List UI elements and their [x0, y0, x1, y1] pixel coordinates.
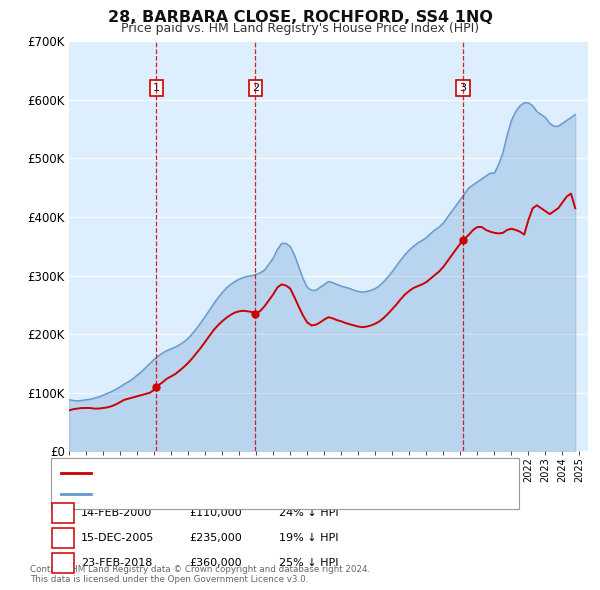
Text: 1: 1 [59, 509, 67, 518]
Text: £235,000: £235,000 [189, 533, 242, 543]
Text: 3: 3 [460, 83, 466, 93]
Text: HPI: Average price, detached house, Rochford: HPI: Average price, detached house, Roch… [97, 489, 337, 499]
Text: 28, BARBARA CLOSE, ROCHFORD, SS4 1NQ: 28, BARBARA CLOSE, ROCHFORD, SS4 1NQ [107, 10, 493, 25]
Text: £110,000: £110,000 [189, 509, 242, 518]
Text: 24% ↓ HPI: 24% ↓ HPI [279, 509, 338, 518]
Text: £360,000: £360,000 [189, 558, 242, 568]
Text: 15-DEC-2005: 15-DEC-2005 [81, 533, 154, 543]
Text: Price paid vs. HM Land Registry's House Price Index (HPI): Price paid vs. HM Land Registry's House … [121, 22, 479, 35]
Text: 25% ↓ HPI: 25% ↓ HPI [279, 558, 338, 568]
Text: 3: 3 [59, 558, 67, 568]
Text: 2: 2 [252, 83, 259, 93]
Text: 14-FEB-2000: 14-FEB-2000 [81, 509, 152, 518]
Text: 23-FEB-2018: 23-FEB-2018 [81, 558, 152, 568]
Text: 19% ↓ HPI: 19% ↓ HPI [279, 533, 338, 543]
Text: Contains HM Land Registry data © Crown copyright and database right 2024.
This d: Contains HM Land Registry data © Crown c… [30, 565, 370, 584]
Text: 2: 2 [59, 533, 67, 543]
Text: 1: 1 [152, 83, 160, 93]
Text: 28, BARBARA CLOSE, ROCHFORD, SS4 1NQ (detached house): 28, BARBARA CLOSE, ROCHFORD, SS4 1NQ (de… [97, 468, 418, 478]
